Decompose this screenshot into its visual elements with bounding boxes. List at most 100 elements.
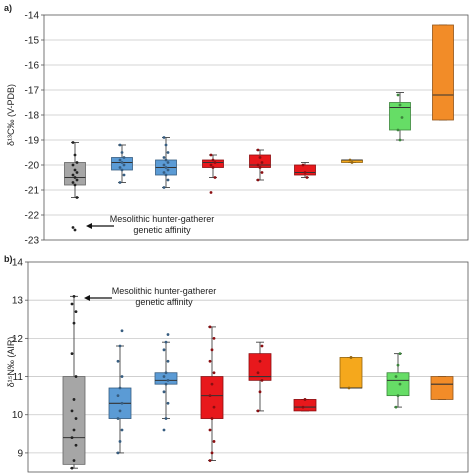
panel-a-box-9	[432, 24, 454, 121]
panel-b-tick-label: 11	[13, 372, 24, 383]
panel-b-annotation-line-1: Mesolithic hunter-gatherer	[112, 286, 217, 296]
data-point	[212, 405, 216, 409]
panel-b-plot-frame	[27, 261, 469, 473]
data-point	[75, 178, 79, 182]
data-point	[213, 161, 217, 164]
box-body	[293, 399, 317, 412]
box-body	[294, 164, 316, 176]
panel-a-annotation-line-1: Mesolithic hunter-gatherer	[110, 214, 215, 224]
data-point	[260, 171, 264, 174]
data-point	[118, 158, 122, 162]
data-point	[166, 401, 170, 405]
data-point	[162, 348, 166, 352]
panel-a-annotation: Mesolithic hunter-gatherer genetic affin…	[86, 214, 214, 235]
data-point	[166, 378, 170, 382]
data-point	[396, 93, 400, 97]
data-point	[120, 375, 124, 378]
data-point	[118, 143, 122, 147]
data-point	[71, 173, 75, 177]
panel-a-tick-label: -17	[25, 86, 40, 97]
data-point	[212, 336, 216, 340]
panel-a-ylabel: δ¹³C‰ (V-PDB)	[6, 84, 16, 146]
data-point	[256, 178, 260, 182]
box-body	[389, 102, 411, 131]
data-point	[73, 168, 77, 172]
panel-b-annotation: Mesolithic hunter-gatherer genetic affin…	[84, 286, 216, 307]
data-point	[166, 359, 170, 363]
panel-a-tick-label: -22	[25, 211, 40, 222]
panel-b-tick-label: 14	[12, 258, 24, 269]
data-point	[208, 359, 212, 363]
data-point	[162, 428, 166, 432]
data-point	[162, 156, 166, 159]
data-point	[162, 186, 166, 189]
panel-a-box-5	[249, 148, 271, 182]
panel-b-box-5	[248, 341, 272, 413]
panel-b-box-7	[339, 356, 363, 390]
data-point	[74, 375, 78, 378]
data-point	[122, 173, 126, 177]
data-point	[211, 166, 215, 169]
data-point	[73, 183, 77, 187]
data-point	[162, 375, 166, 378]
data-point	[162, 136, 166, 139]
panel-b-tick-label: 13	[12, 296, 24, 307]
data-point	[396, 128, 400, 132]
data-point	[258, 166, 262, 169]
panel-a-tick-label: -20	[25, 161, 40, 172]
panel-a-box-6	[294, 162, 316, 179]
panel-a-tick-label: -23	[25, 236, 40, 247]
data-point	[208, 459, 212, 462]
panel-b-box-4	[200, 325, 224, 462]
panel-b-box-6	[293, 398, 317, 412]
box-body	[339, 357, 363, 389]
data-point	[400, 116, 404, 119]
data-point	[208, 325, 212, 329]
data-point	[118, 344, 122, 348]
data-point	[211, 158, 215, 162]
data-point	[74, 310, 78, 314]
data-point	[71, 226, 75, 229]
data-point	[166, 161, 170, 164]
panel-a-tick-label: -16	[25, 61, 40, 72]
data-point	[162, 171, 166, 174]
box-body	[154, 372, 178, 385]
data-point	[166, 333, 170, 336]
data-point	[396, 394, 400, 398]
panel-a-box-2	[111, 143, 133, 184]
box-body	[64, 162, 86, 186]
data-point	[120, 161, 124, 164]
data-point	[118, 181, 122, 184]
data-point	[301, 163, 305, 167]
panel-b-ylabel: δ¹⁵N‰ (AIR)	[6, 337, 16, 388]
data-point	[72, 398, 76, 401]
data-point	[212, 440, 216, 443]
box-body	[386, 372, 410, 397]
panel-b-tick-label: 9	[17, 448, 23, 459]
data-point	[256, 148, 260, 152]
data-point	[212, 371, 216, 375]
data-point	[258, 359, 262, 363]
data-point	[118, 440, 122, 443]
panel-a-boxes	[64, 24, 454, 232]
data-point	[71, 181, 75, 184]
panel-b-box-1	[62, 294, 86, 470]
panel-b-box-3	[154, 333, 178, 432]
panel-a-letter: a)	[4, 3, 12, 13]
data-point	[162, 163, 166, 167]
data-point	[164, 143, 168, 147]
data-point	[303, 398, 307, 401]
data-point	[162, 390, 166, 394]
data-point	[73, 153, 77, 157]
data-point	[164, 382, 168, 386]
data-point	[213, 176, 217, 179]
data-point	[210, 382, 214, 386]
data-point	[210, 417, 214, 420]
data-point	[70, 302, 74, 306]
data-point	[166, 151, 170, 154]
panel-a-tick-label: -19	[25, 136, 40, 147]
data-point	[349, 356, 353, 359]
data-point	[166, 168, 170, 172]
box-body	[248, 353, 272, 381]
data-point	[70, 409, 74, 413]
